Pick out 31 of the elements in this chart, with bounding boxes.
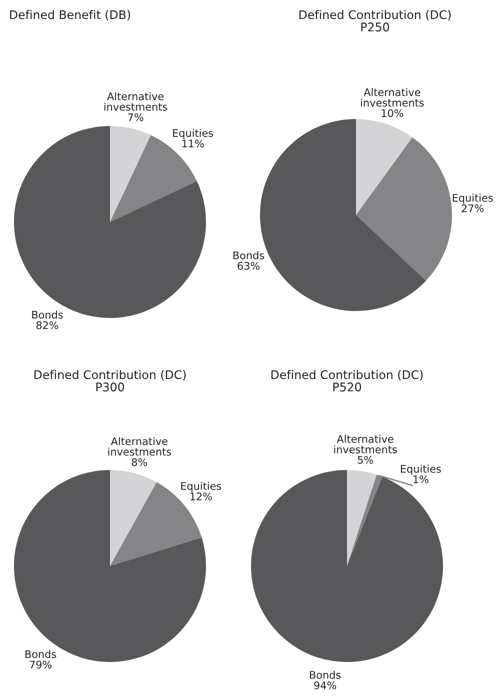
slice-label: Bonds: [233, 251, 264, 260]
data-label: 7%: [128, 113, 144, 122]
chart-title: Defined Contribution (DC): [34, 370, 186, 381]
chart-subtitle: P520: [333, 382, 362, 392]
slice-label: Bonds: [310, 670, 341, 679]
slice-label: Bonds: [32, 310, 63, 319]
data-label: 82%: [36, 321, 58, 330]
slice-label: Equities: [400, 464, 441, 475]
data-label: 5%: [358, 456, 374, 464]
data-label: 8%: [132, 458, 148, 466]
data-label: 79%: [30, 660, 52, 669]
data-label: 27%: [462, 204, 484, 212]
slice-label: Equities: [452, 194, 493, 204]
data-label: 63%: [238, 262, 260, 270]
chart-title: Defined Contribution (DC): [271, 370, 423, 381]
data-label: 12%: [190, 492, 212, 500]
data-label: 94%: [314, 681, 336, 690]
slice-label: Alternative investments: [334, 434, 397, 454]
slice-label: Alternative investments: [361, 88, 424, 107]
data-label: 10%: [382, 109, 404, 118]
slice-label: Alternative investments: [108, 437, 172, 456]
chart-subtitle: P250: [361, 22, 390, 32]
chart-subtitle: P300: [96, 382, 124, 392]
chart-title: Defined Contribution (DC): [299, 10, 451, 21]
data-label: 11%: [182, 140, 204, 148]
slice-label: Equities: [173, 128, 214, 139]
slice-label: Equities: [181, 482, 222, 492]
slice-label: Bonds: [26, 650, 56, 658]
slice-label: Alternative investments: [104, 92, 168, 111]
chart-title: Defined Benefit (DB): [10, 10, 130, 21]
data-label: 1%: [414, 475, 428, 484]
